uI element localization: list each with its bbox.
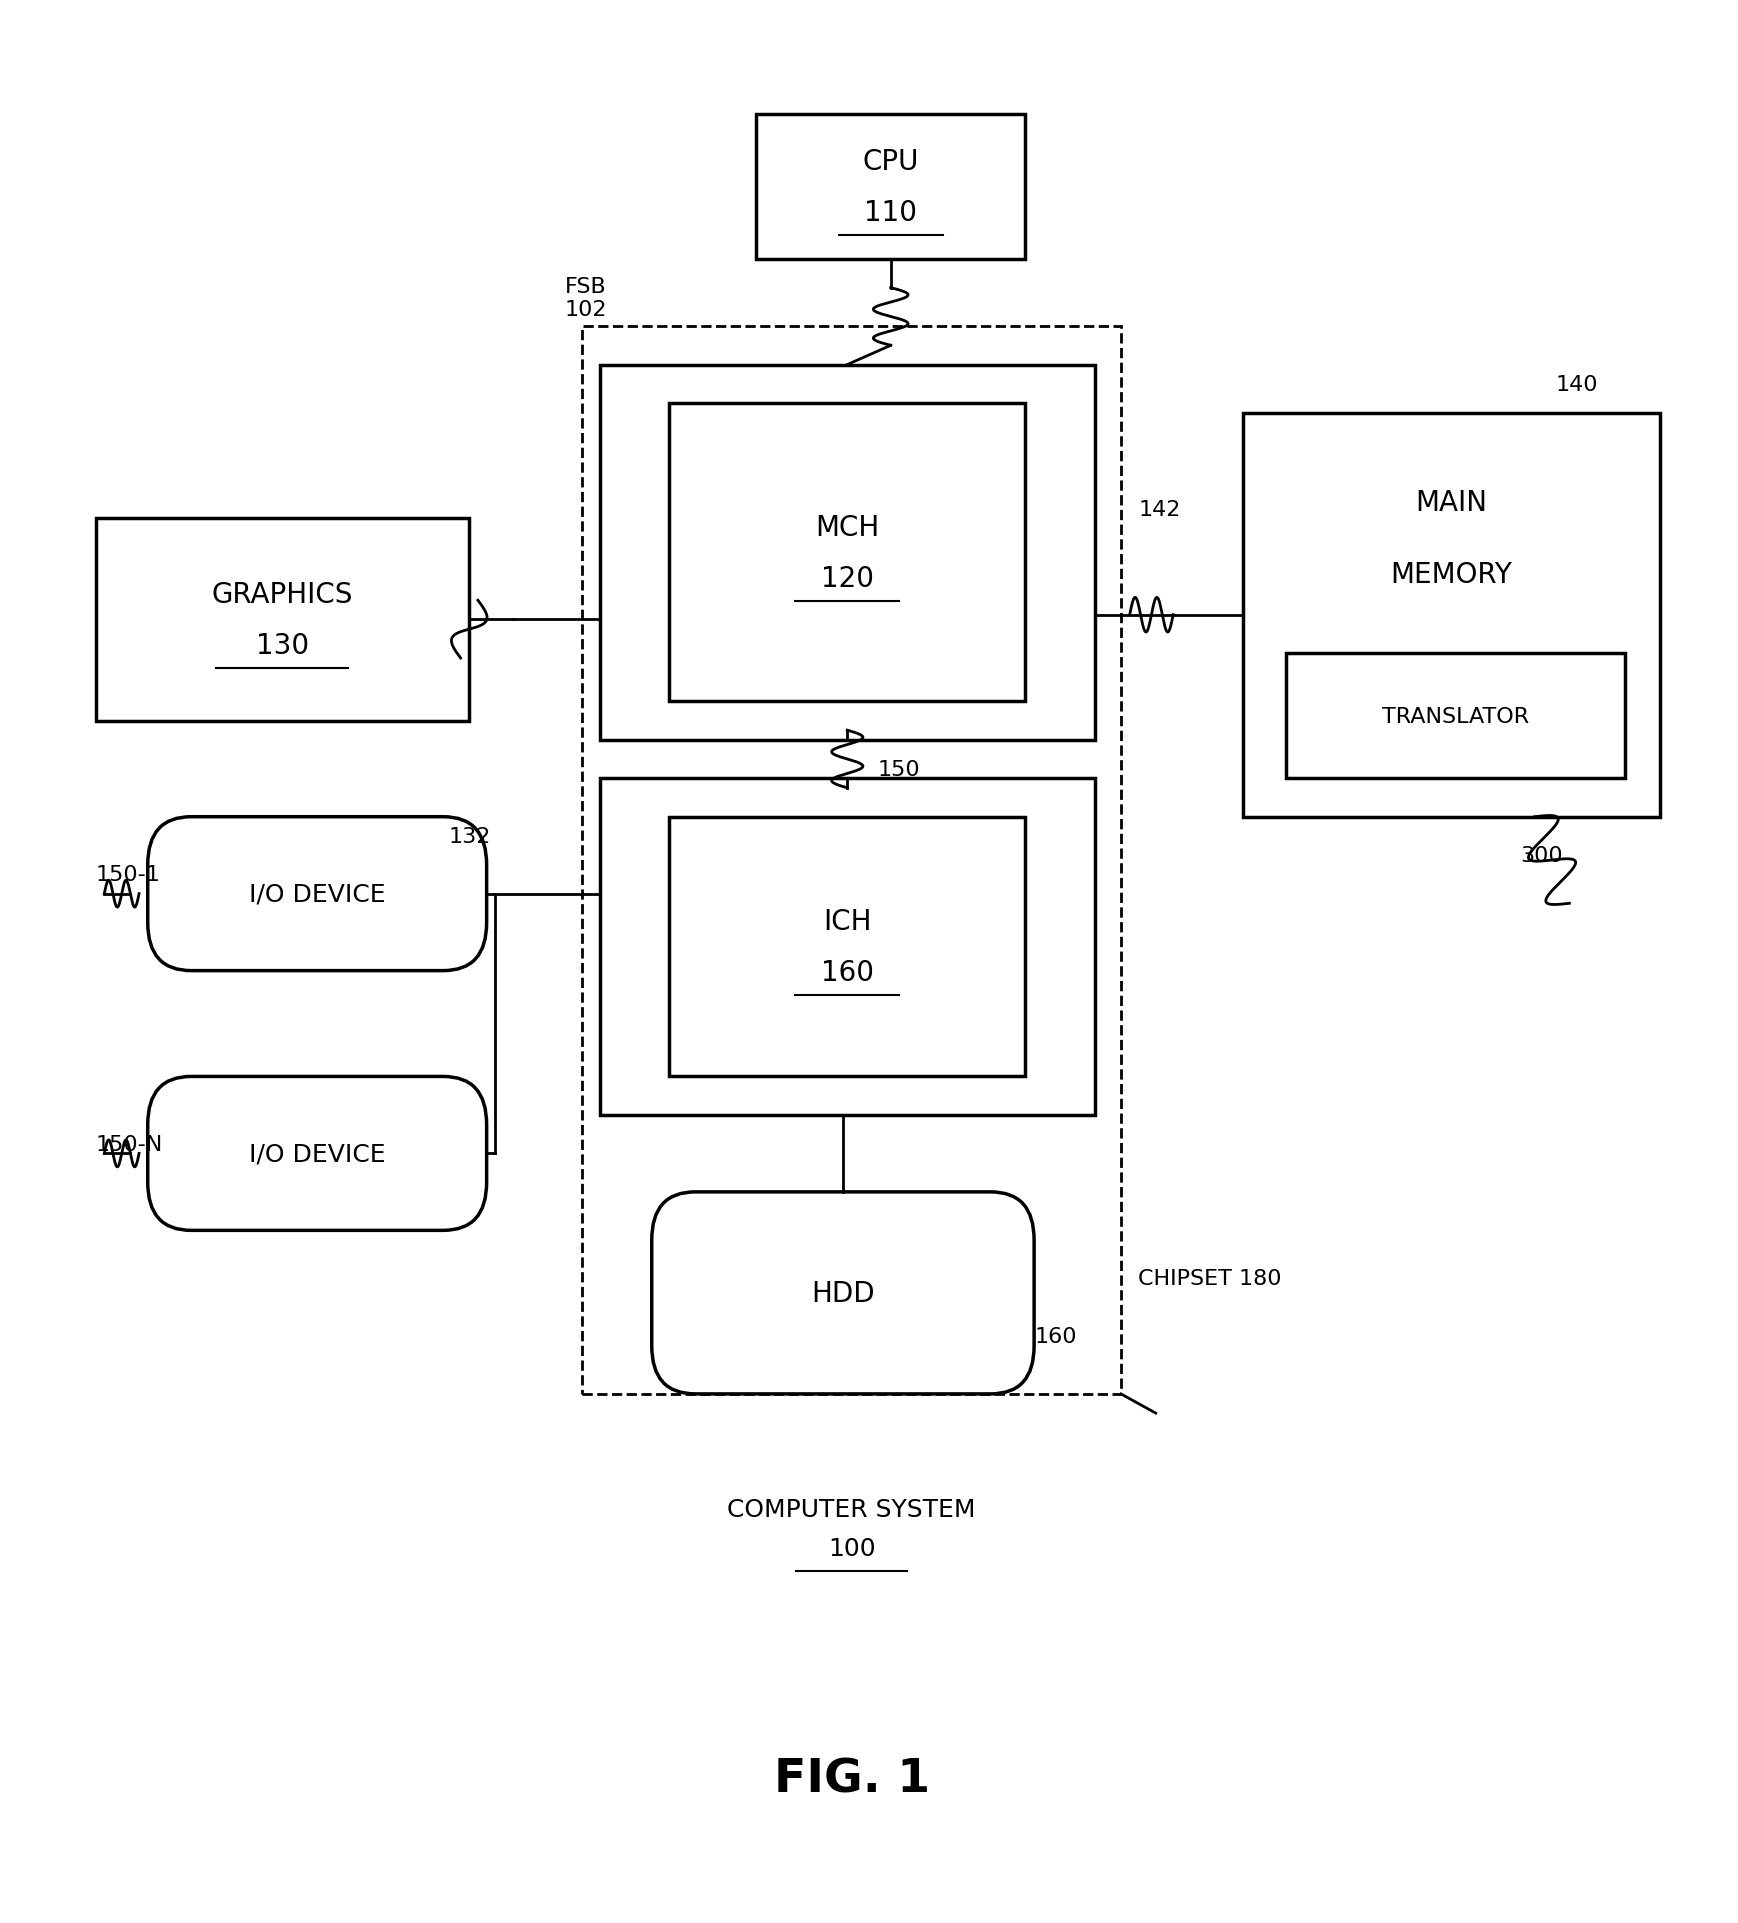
Text: MEMORY: MEMORY xyxy=(1390,562,1512,588)
Text: COMPUTER SYSTEM: COMPUTER SYSTEM xyxy=(728,1498,975,1521)
Text: TRANSLATOR: TRANSLATOR xyxy=(1382,706,1529,727)
Text: 150-1: 150-1 xyxy=(96,865,160,885)
Bar xyxy=(669,817,1025,1077)
Bar xyxy=(669,404,1025,702)
FancyBboxPatch shape xyxy=(652,1192,1034,1394)
Text: FIG. 1: FIG. 1 xyxy=(773,1756,930,1802)
Text: ICH: ICH xyxy=(824,908,871,937)
Text: 150-N: 150-N xyxy=(96,1135,163,1154)
Text: 100: 100 xyxy=(827,1536,876,1560)
Text: MCH: MCH xyxy=(815,513,879,542)
Bar xyxy=(582,327,1121,1394)
Text: MAIN: MAIN xyxy=(1415,488,1488,515)
Text: 160: 160 xyxy=(820,958,874,986)
Bar xyxy=(600,365,1095,740)
Text: 132: 132 xyxy=(448,827,490,846)
Bar xyxy=(600,779,1095,1115)
Text: 110: 110 xyxy=(864,198,918,227)
Text: HDD: HDD xyxy=(812,1279,874,1308)
Bar xyxy=(1243,413,1660,817)
Text: I/O DEVICE: I/O DEVICE xyxy=(249,1142,386,1165)
Bar xyxy=(756,115,1025,260)
Text: FSB
102: FSB 102 xyxy=(565,277,607,319)
FancyBboxPatch shape xyxy=(148,817,487,971)
Bar xyxy=(96,519,469,721)
Text: 150: 150 xyxy=(878,760,921,779)
Text: CPU: CPU xyxy=(862,148,919,177)
Text: 140: 140 xyxy=(1556,375,1597,394)
Bar xyxy=(1286,654,1625,779)
Text: I/O DEVICE: I/O DEVICE xyxy=(249,883,386,906)
Text: 142: 142 xyxy=(1138,500,1180,519)
Text: 300: 300 xyxy=(1521,846,1564,865)
Text: CHIPSET 180: CHIPSET 180 xyxy=(1138,1269,1283,1288)
Text: 160: 160 xyxy=(1034,1327,1076,1346)
Text: 120: 120 xyxy=(820,563,874,592)
Text: GRAPHICS: GRAPHICS xyxy=(212,581,353,610)
FancyBboxPatch shape xyxy=(148,1077,487,1231)
Text: 130: 130 xyxy=(255,631,309,660)
